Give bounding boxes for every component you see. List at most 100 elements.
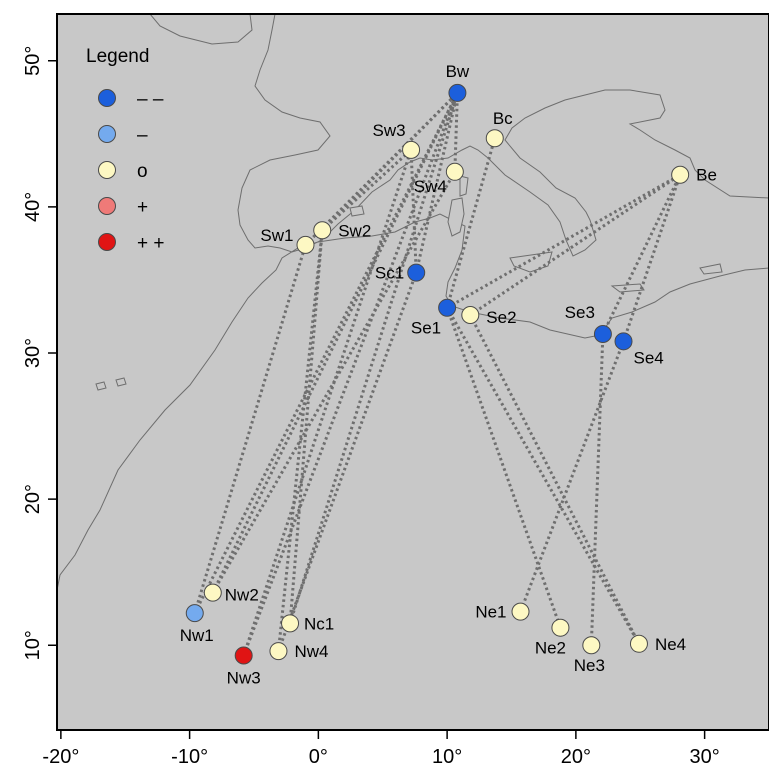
legend-item: + + — [98, 233, 164, 254]
y-tick-label: 50° — [22, 46, 44, 76]
link-Se1-Ne4 — [445, 306, 641, 645]
link-Se3-Ne3 — [589, 333, 605, 646]
y-tick-label: 10° — [22, 630, 44, 660]
site-Sw2: Sw2 — [313, 221, 371, 240]
link-Se1-Be — [446, 173, 681, 310]
land-crete — [610, 283, 645, 293]
site-Ne4: Ne4 — [629, 634, 686, 654]
link-Se2-Ne4 — [468, 314, 641, 645]
site-label: Ne1 — [475, 603, 506, 622]
link-Se4-Ne1 — [519, 340, 625, 613]
site-label: Se4 — [634, 348, 664, 367]
legend-item: – — [98, 125, 148, 146]
site-Sw4: Sw4 — [414, 162, 464, 196]
site-marker — [269, 642, 288, 661]
site-marker — [445, 162, 464, 181]
legend-item: + — [98, 197, 148, 218]
y-tick-label: 40° — [22, 192, 44, 222]
link-Nw4-Sc1 — [277, 272, 418, 652]
site-Se4: Se4 — [614, 332, 664, 367]
link-Nw4-Sw2 — [276, 230, 324, 652]
site-marker — [407, 263, 426, 282]
link-Sw4-Bw — [453, 92, 459, 172]
legend: Legend – – – o + + + — [86, 46, 164, 254]
link-Se3-Be — [601, 174, 682, 335]
site-Nw4: Nw4 — [269, 642, 328, 661]
y-tick-label: 20° — [22, 484, 44, 514]
link-Nw1-Sw1 — [193, 244, 307, 614]
site-label: Sc1 — [375, 264, 404, 283]
site-Ne1: Ne1 — [475, 602, 530, 622]
site-label: Nw1 — [180, 626, 214, 645]
site-marker — [203, 583, 222, 602]
site-label: Nw4 — [294, 642, 328, 661]
site-Nw2: Nw2 — [203, 583, 259, 605]
link-Se1-Ne2 — [445, 307, 562, 629]
site-label: Se2 — [486, 308, 516, 327]
legend-swatch — [98, 161, 116, 179]
site-label: Ne3 — [574, 656, 605, 675]
site-label: Ne4 — [655, 635, 686, 654]
x-tick-label: 20° — [561, 746, 591, 768]
link-Nw3-Bw — [242, 92, 459, 657]
site-label: Sw3 — [373, 121, 406, 140]
site-label: Bc — [493, 109, 513, 128]
link-Sw2-Bw — [321, 91, 459, 232]
site-Se2: Se2 — [461, 306, 517, 327]
land-corsica — [459, 175, 469, 197]
site-marker — [185, 604, 204, 623]
legend-label: + + — [137, 233, 164, 254]
site-marker — [551, 618, 570, 637]
link-Nw2-Bw — [211, 92, 459, 594]
legend-swatch — [98, 197, 116, 215]
site-label: Sw4 — [414, 177, 447, 196]
x-tick-label: -20° — [42, 746, 79, 768]
link-Se4-Be — [622, 174, 682, 342]
land-canary-islands — [95, 377, 127, 391]
site-Sc1: Sc1 — [375, 263, 426, 283]
site-marker — [485, 129, 504, 148]
site-Bc: Bc — [485, 109, 513, 148]
link-Se2-Be — [469, 173, 681, 317]
site-marker — [234, 646, 253, 665]
link-Nw1-Bw — [193, 92, 459, 614]
site-marker — [593, 325, 612, 344]
legend-item: – – — [98, 89, 164, 110]
map-plot-area: Bw Bc Be Sw3 Sw4 Sw1 Sw2 Sc1 Se1 Se2 Se3 Se4 Nw1 Nw2 N… — [57, 14, 769, 730]
plot-frame — [56, 13, 769, 731]
site-label: Bw — [446, 62, 470, 81]
site-marker — [281, 614, 300, 633]
site-label: Sw2 — [338, 221, 371, 240]
land-sardinia — [447, 197, 465, 237]
land-cyprus — [699, 263, 723, 275]
legend-label: – – — [137, 89, 164, 110]
legend-label: – — [137, 125, 148, 146]
site-label: Nc1 — [304, 614, 334, 633]
site-label: Be — [696, 166, 717, 185]
site-Se1: Se1 — [411, 298, 457, 338]
x-tick-label: 30° — [689, 746, 719, 768]
land-britain — [149, 14, 253, 45]
site-Sw3: Sw3 — [373, 121, 421, 159]
x-tick-label: 10° — [432, 746, 462, 768]
site-marker — [313, 221, 332, 240]
link-Nc1-Bw — [288, 92, 459, 624]
site-label: Nw2 — [225, 586, 259, 605]
legend-label: + — [137, 197, 148, 218]
site-marker — [402, 140, 421, 159]
x-axis: -20° -10° 0° 10° 20° 30° — [42, 730, 720, 768]
site-marker — [448, 83, 467, 102]
legend-swatch — [98, 89, 116, 107]
legend-swatch — [98, 125, 116, 143]
site-Be: Be — [671, 165, 717, 185]
site-Nw1: Nw1 — [180, 604, 214, 645]
site-label: Se3 — [565, 303, 595, 322]
site-label: Ne2 — [535, 639, 566, 658]
y-axis: 10° 20° 30° 40° 50° — [22, 46, 57, 660]
site-Sw1: Sw1 — [260, 226, 315, 254]
x-tick-label: -10° — [171, 746, 208, 768]
x-tick-label: 0° — [309, 746, 328, 768]
site-marker — [582, 636, 601, 655]
link-Sc1-Sw3 — [409, 149, 418, 273]
